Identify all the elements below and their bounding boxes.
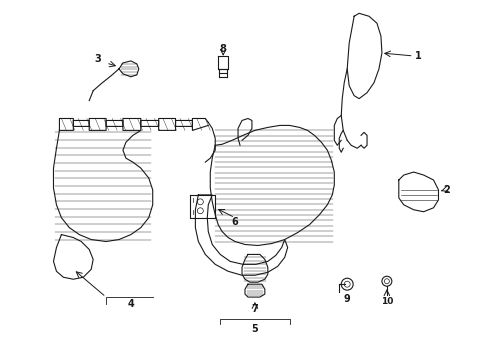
Text: 8: 8: [219, 44, 226, 54]
Text: 5: 5: [251, 324, 258, 334]
Text: 2: 2: [442, 185, 449, 195]
Text: 6: 6: [231, 217, 238, 227]
Text: 10: 10: [380, 297, 392, 306]
Text: 3: 3: [95, 54, 102, 64]
Text: 7: 7: [251, 304, 258, 314]
Text: 9: 9: [343, 294, 350, 304]
Text: 1: 1: [414, 51, 421, 61]
Text: 4: 4: [127, 299, 134, 309]
